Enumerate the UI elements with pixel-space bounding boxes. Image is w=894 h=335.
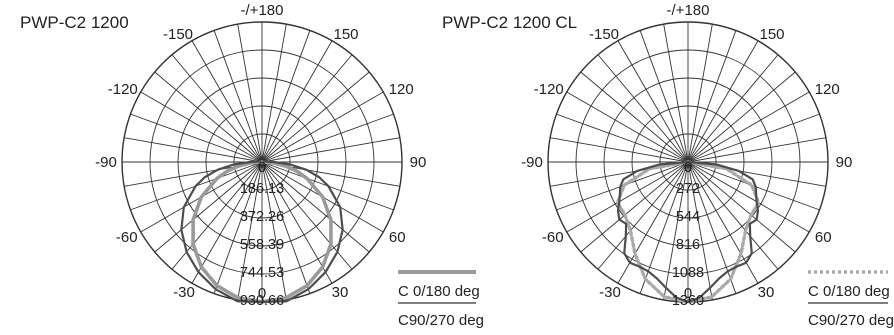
grid-spoke (687, 54, 779, 163)
grid-spoke (687, 30, 737, 163)
grid-spoke (140, 91, 263, 163)
grid-spoke (261, 54, 353, 163)
radial-value-label: 744.53 (240, 265, 284, 281)
legend-label-c90-270: C90/270 deg (398, 312, 484, 329)
grid-spoke (687, 40, 759, 163)
legend-label-c0-180: C 0/180 deg (398, 283, 480, 300)
angle-label: 120 (389, 81, 414, 98)
radial-value-label: 1088 (672, 265, 704, 281)
grid-spoke (687, 161, 796, 253)
series-curve-c90-270 (616, 160, 760, 304)
angle-label: -90 (95, 154, 117, 171)
grid-spoke (154, 161, 263, 253)
grid-spoke (261, 113, 394, 163)
grid-spoke (687, 161, 779, 270)
grid-spoke (687, 113, 820, 163)
grid-spoke (550, 137, 689, 163)
grid-spoke (191, 40, 263, 163)
angle-label: 60 (389, 229, 406, 246)
angle-label: 30 (332, 284, 349, 301)
grid-spoke (261, 161, 311, 294)
grid-spoke (213, 30, 263, 163)
legend: C 0/180 deg C90/270 deg (808, 270, 894, 329)
grid-spoke (687, 161, 713, 300)
angle-label: -60 (116, 229, 138, 246)
angle-label: -/+180 (667, 2, 710, 19)
grid-spoke (663, 161, 689, 300)
angle-label: 30 (758, 284, 775, 301)
angle-label: -120 (534, 81, 564, 98)
grid-spoke (687, 24, 713, 163)
angle-label: -30 (173, 284, 195, 301)
grid-spoke (687, 161, 810, 233)
grid-spoke (687, 137, 826, 163)
radial-zero-label: 0 (258, 160, 266, 176)
angle-label: -150 (163, 26, 193, 43)
grid-spoke (261, 161, 333, 284)
grid-spoke (566, 91, 689, 163)
radial-value-label: 186.13 (240, 181, 284, 197)
grid-spoke (566, 161, 689, 233)
angle-label: 150 (333, 26, 358, 43)
angle-label: 60 (815, 229, 832, 246)
grid-spoke (237, 161, 263, 300)
grid-spoke (663, 24, 689, 163)
grid-spoke (191, 161, 263, 284)
radial-value-label: 372.26 (240, 209, 284, 225)
grid-spoke (261, 137, 400, 163)
grid-spoke (261, 24, 287, 163)
angle-label: -/+180 (241, 2, 284, 19)
grid-spoke (687, 91, 810, 163)
grid-spoke (261, 161, 287, 300)
angle-label: -30 (599, 284, 621, 301)
grid-spoke (261, 40, 333, 163)
grid-spoke (261, 91, 384, 163)
grid-spoke (687, 71, 796, 163)
angle-label: 120 (815, 81, 840, 98)
angle-label: -60 (542, 229, 564, 246)
grid-spoke (237, 24, 263, 163)
legend-label-c0-180: C 0/180 deg (808, 283, 890, 300)
grid-spoke (130, 113, 263, 163)
grid-spoke (171, 54, 263, 163)
grid-spoke (261, 30, 311, 163)
grid-spoke (213, 161, 263, 294)
legend: C 0/180 deg C90/270 deg (398, 270, 484, 329)
angle-label: 0 (684, 285, 692, 302)
series-curve-c90-270 (180, 160, 344, 303)
angle-label: 0 (258, 285, 266, 302)
grid-spoke (597, 161, 689, 270)
grid-spoke (639, 30, 689, 163)
radial-value-label: 544 (676, 209, 700, 225)
angle-label: 90 (410, 154, 427, 171)
grid-spoke (617, 40, 689, 163)
angle-label: 150 (759, 26, 784, 43)
grid-spoke (580, 161, 689, 253)
grid-spoke (556, 161, 689, 211)
radial-value-label: 272 (676, 181, 700, 197)
radial-value-label: 816 (676, 237, 700, 253)
legend-label-c90-270: C90/270 deg (808, 312, 894, 329)
grid-spoke (597, 54, 689, 163)
chart-title: PWP-C2 1200 CL (442, 13, 577, 32)
polar-chart-left: PWP-C2 1200 -/+180 150 120 90 60 30 0 -30 -60 -90… (20, 2, 484, 329)
grid-spoke (261, 71, 370, 163)
grid-spoke (261, 161, 370, 253)
radial-value-label: 1360 (672, 293, 704, 309)
radial-zero-label: 0 (684, 160, 692, 176)
grid-spoke (580, 71, 689, 163)
angle-label: -150 (589, 26, 619, 43)
grid-spoke (556, 113, 689, 163)
radial-value-label: 930.66 (240, 293, 284, 309)
grid-spoke (154, 71, 263, 163)
chart-title: PWP-C2 1200 (20, 13, 129, 32)
angle-label: -120 (108, 81, 138, 98)
polar-chart-right: PWP-C2 1200 CL -/+180 150 120 90 60 30 0 -30 -60… (442, 2, 894, 329)
angle-label: 90 (836, 154, 853, 171)
angle-label: -90 (521, 154, 543, 171)
radial-value-label: 558.39 (240, 237, 284, 253)
grid-spoke (124, 137, 263, 163)
